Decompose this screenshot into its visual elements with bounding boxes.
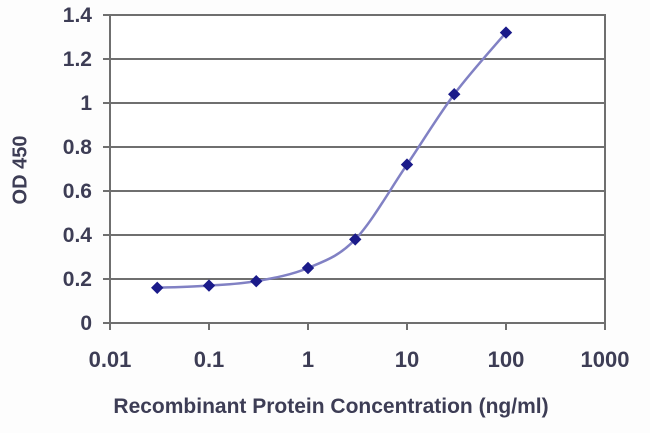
y-tick-label: 0.6 bbox=[63, 180, 92, 203]
x-tick-label: 0.01 bbox=[89, 347, 132, 372]
plot-background bbox=[110, 15, 605, 323]
data-point-marker bbox=[301, 261, 315, 275]
y-tick-label: 0.2 bbox=[63, 268, 92, 291]
data-point-marker bbox=[499, 26, 513, 39]
data-point-marker bbox=[400, 158, 414, 171]
y-tick-label: 1.2 bbox=[63, 48, 92, 71]
y-tick-label: 1 bbox=[80, 92, 92, 115]
plot-border bbox=[109, 14, 606, 324]
y-tick-label: 0.8 bbox=[63, 136, 93, 159]
x-axis-title: Recombinant Protein Concentration (ng/ml… bbox=[113, 395, 549, 418]
y-tick-label: 0.4 bbox=[63, 224, 93, 247]
y-tick-label: 1.4 bbox=[63, 4, 93, 27]
x-tick-label: 1000 bbox=[581, 347, 630, 372]
data-point-marker bbox=[250, 274, 263, 288]
data-point-marker bbox=[448, 87, 461, 101]
y-tick-label: 0 bbox=[80, 312, 92, 335]
x-tick-label: 10 bbox=[395, 347, 419, 372]
x-tick-label: 0.1 bbox=[194, 347, 225, 372]
data-point-marker bbox=[202, 279, 216, 292]
x-tick-label: 100 bbox=[488, 347, 525, 372]
y-axis-title: OD 450 bbox=[9, 135, 32, 205]
data-point-marker bbox=[151, 281, 164, 295]
x-tick-label: 1 bbox=[302, 347, 314, 372]
data-point-marker bbox=[349, 233, 362, 246]
